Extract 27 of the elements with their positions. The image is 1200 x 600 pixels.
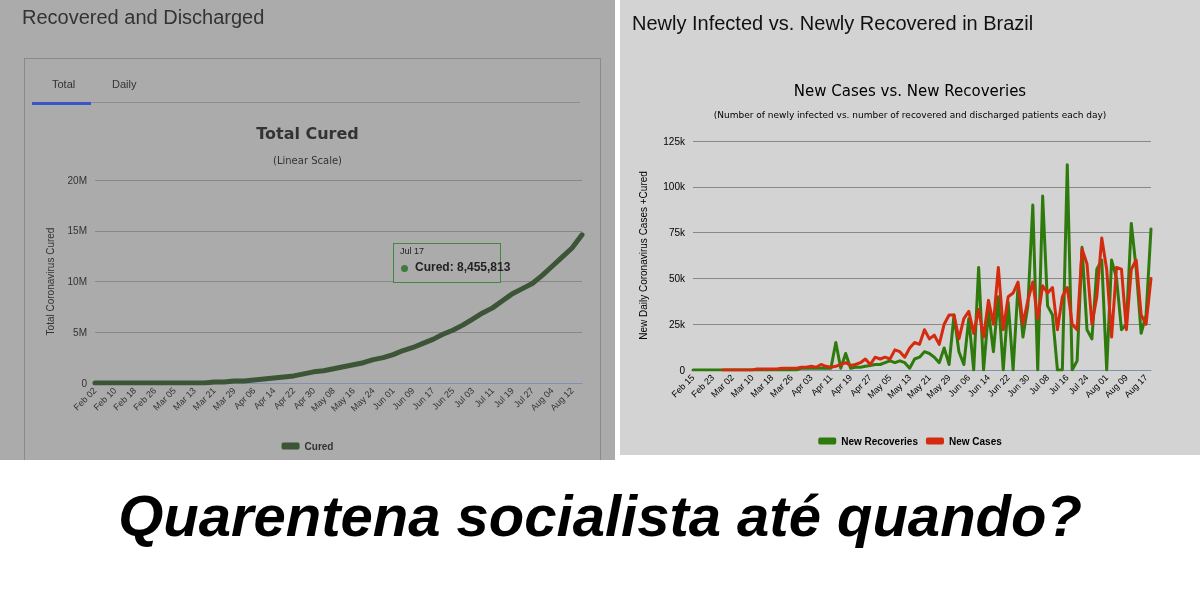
text: Recovered and Discharged (22, 6, 265, 29)
text: Newly Infected vs. Newly Recovered in Brazil (632, 12, 1034, 35)
legend-label: Cured (304, 440, 334, 452)
y-tick-label: 50k (668, 272, 686, 284)
y-tick-label: 75k (668, 227, 686, 239)
line-series (721, 236, 1153, 372)
y-axis-title: Total Coronavirus Cured (44, 227, 56, 336)
y-tick-label: 20M (67, 174, 87, 186)
text: Quarentena socialista até quando? (117, 482, 1083, 549)
y-axis-title: New Daily Coronavirus Cases +Cured (637, 171, 649, 340)
annotation: Jul 17 (400, 246, 425, 256)
chart-subtitle: (Linear Scale) (273, 154, 343, 166)
y-tick-label: 25k (668, 318, 686, 330)
y-tick-label: 10M (67, 276, 87, 287)
chart-title: Total Cured (256, 123, 359, 143)
chart-subtitle: (Number of newly infected vs. number of recovered and discharged patients each day) (713, 109, 1107, 120)
text: Total (52, 78, 76, 90)
y-tick-label: 125k (663, 135, 686, 147)
y-tick-label: 5M (73, 326, 87, 338)
y-tick-label: 0 (81, 377, 88, 389)
chart-title: New Cases vs. New Recoveries (793, 81, 1027, 100)
legend-label: New Cases (948, 435, 1003, 447)
y-tick-label: 0 (679, 364, 686, 376)
y-tick-label: 100k (663, 181, 686, 193)
text: Daily (112, 78, 137, 90)
y-tick-label: 15M (67, 225, 87, 237)
legend-label: New Recoveries (841, 435, 919, 447)
